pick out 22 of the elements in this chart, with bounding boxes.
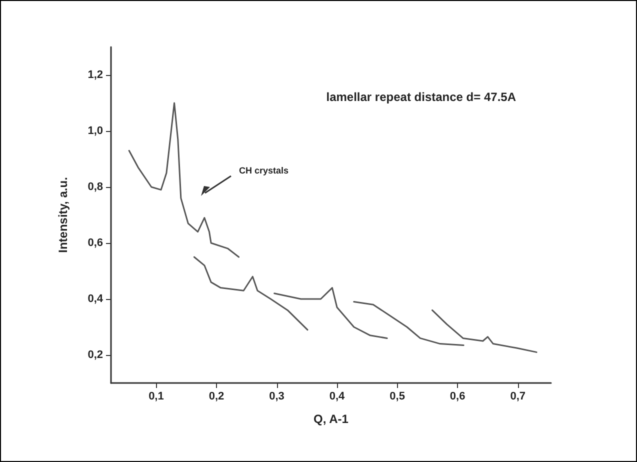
x-tick-label: 0,4: [329, 390, 346, 402]
x-tick-label: 0,5: [390, 390, 405, 402]
annotation: CH crystals: [239, 166, 289, 176]
x-tick-label: 0,3: [269, 390, 284, 402]
line-series: [193, 256, 308, 331]
y-axis-title: Intensity, a.u.: [56, 177, 70, 253]
x-tick-label: 0,1: [148, 390, 164, 402]
x-tick-label: 0,2: [208, 390, 224, 402]
x-axis-title: Q, A-1: [314, 412, 349, 426]
y-tick-label: 1,2: [88, 69, 103, 81]
y-tick-label: 0,6: [88, 237, 103, 249]
x-tick-label: 0,6: [450, 390, 466, 402]
line-series: [128, 102, 240, 258]
y-tick-label: 0,4: [88, 293, 104, 305]
y-tick-label: 1,0: [88, 125, 103, 137]
line-series: [432, 309, 538, 353]
line-series: [274, 287, 388, 339]
annotation: lamellar repeat distance d= 47.5A: [326, 90, 516, 104]
y-tick-label: 0,2: [88, 349, 103, 361]
x-tick-label: 0,7: [510, 390, 526, 402]
line-series: [353, 301, 464, 346]
y-tick-label: 0,8: [88, 181, 103, 193]
